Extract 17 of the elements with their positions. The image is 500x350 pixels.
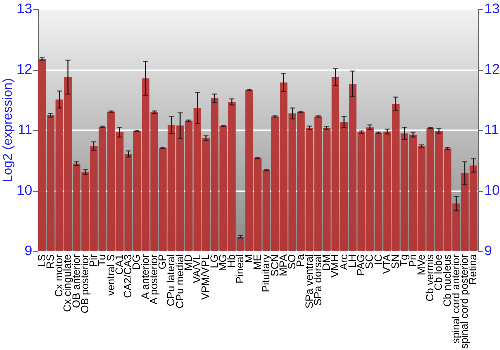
y2-tick-label: 9 bbox=[484, 242, 492, 258]
x-tick-label: SPa dorsal bbox=[312, 254, 324, 306]
y2-tick-label: 12 bbox=[484, 61, 500, 77]
x-tick-label: Tg bbox=[398, 254, 411, 267]
x-tick-label: DG bbox=[131, 254, 144, 270]
y2-tick-label: 10 bbox=[484, 182, 500, 198]
x-tick-label: RS bbox=[44, 254, 57, 270]
y-tick-label: 12 bbox=[16, 61, 33, 77]
x-tick-label: OB posterior bbox=[79, 254, 92, 314]
y-tick-label: 9 bbox=[24, 242, 33, 258]
y-tick-label: 11 bbox=[18, 122, 33, 138]
y2-tick-label: 11 bbox=[484, 122, 500, 138]
y2-tick-label: 13 bbox=[484, 0, 500, 16]
x-tick-label: A posterior bbox=[148, 254, 160, 305]
y-axis-title: Log2 (expression) bbox=[0, 78, 15, 183]
y-tick-label: 10 bbox=[16, 182, 33, 198]
y-tick-label: 13 bbox=[16, 0, 33, 16]
